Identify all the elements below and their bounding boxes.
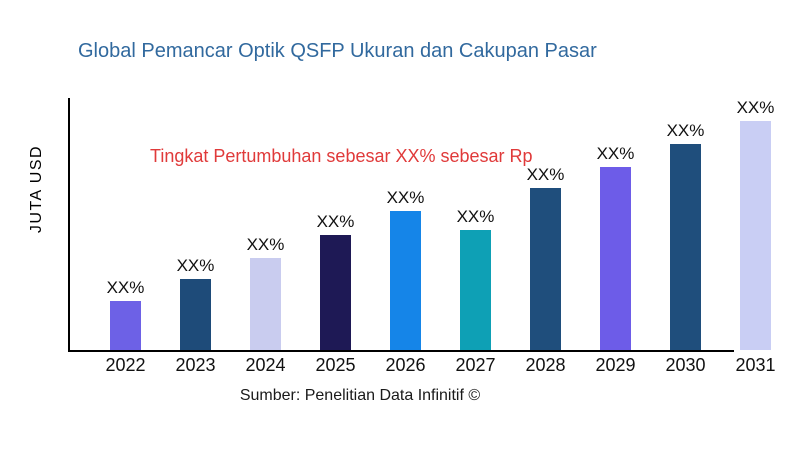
y-axis-line [68,98,70,352]
bar-2031 [740,121,771,350]
chart-title: Global Pemancar Optik QSFP Ukuran dan Ca… [78,40,597,62]
bar-value-label-2027: XX% [456,206,495,226]
bar-2025 [320,234,351,350]
bar-value-label-2023: XX% [176,256,215,276]
bar-2026 [390,211,421,350]
x-tick-label-2025: 2025 [315,355,356,375]
x-tick-label-2031: 2031 [735,355,776,375]
bar-2022 [110,301,141,350]
bar-value-label-2026: XX% [386,188,425,208]
bar-2023 [180,279,211,350]
x-tick-label-2022: 2022 [105,355,146,375]
bar-2029 [600,166,631,350]
x-tick-label-2028: 2028 [525,355,566,375]
x-tick-label-2024: 2024 [245,355,286,375]
bar-value-label-2030: XX% [666,120,705,140]
bar-2027 [460,229,491,350]
bar-value-label-2022: XX% [106,278,145,298]
growth-rate-annotation: Tingkat Pertumbuhan sebesar XX% sebesar … [150,146,533,166]
bar-2030 [670,143,701,350]
source-text: Sumber: Penelitian Data Infinitif © [239,387,481,404]
bar-value-label-2031: XX% [736,98,775,118]
x-tick-label-2026: 2026 [385,355,426,375]
x-tick-label-2030: 2030 [665,355,706,375]
bar-2028 [530,188,561,350]
bar-value-label-2028: XX% [526,165,565,185]
x-tick-label-2027: 2027 [455,355,496,375]
bar-2024 [250,257,281,350]
x-tick-label-2029: 2029 [595,355,636,375]
x-axis-line [68,350,734,352]
x-tick-label-2023: 2023 [175,355,216,375]
bar-value-label-2029: XX% [596,143,635,163]
bar-value-label-2024: XX% [246,234,285,254]
bar-value-label-2025: XX% [316,211,355,231]
